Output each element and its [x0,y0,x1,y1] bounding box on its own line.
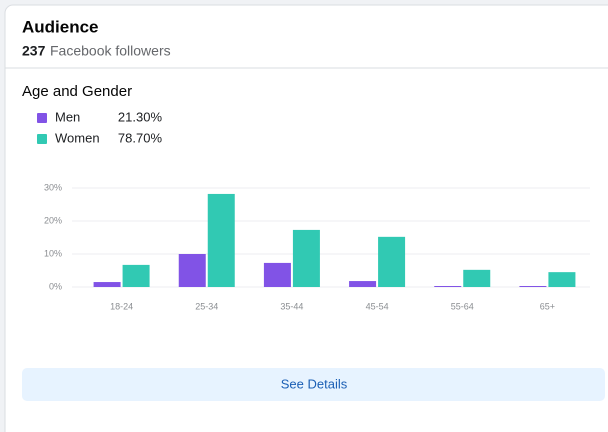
y-tick-label: 0% [49,281,62,291]
bar [378,236,406,287]
y-tick-label: 20% [44,215,62,225]
follower-count: 237 [22,43,46,59]
bar [207,193,235,287]
bar [292,229,320,287]
legend-name: Men [55,109,80,124]
y-tick-label: 10% [44,248,62,258]
bar [93,282,121,287]
bar [178,254,206,287]
legend-swatch [37,113,47,123]
y-tick-label: 30% [44,182,62,192]
bar [122,264,150,287]
x-tick-label: 25-34 [195,301,218,311]
x-tick-label: 45-54 [366,301,389,311]
bar [519,286,547,287]
legend-value: 21.30% [118,109,163,124]
follower-label: Facebook followers [50,43,171,59]
card-title: Audience [22,17,99,36]
legend-value: 78.70% [118,130,163,145]
button-label[interactable]: See Details [281,376,348,391]
bar [434,286,462,287]
legend-name: Women [55,130,100,145]
x-tick-label: 55-64 [451,301,474,311]
card [4,4,608,432]
bar [548,272,576,287]
bar [463,269,491,287]
see-details-button[interactable] [22,368,605,401]
legend-swatch [37,134,47,144]
bar [349,281,377,287]
x-tick-label: 65+ [540,301,555,311]
x-tick-label: 35-44 [280,301,303,311]
chart-title: Age and Gender [22,83,132,100]
x-tick-label: 18-24 [110,301,133,311]
bar [263,262,291,287]
